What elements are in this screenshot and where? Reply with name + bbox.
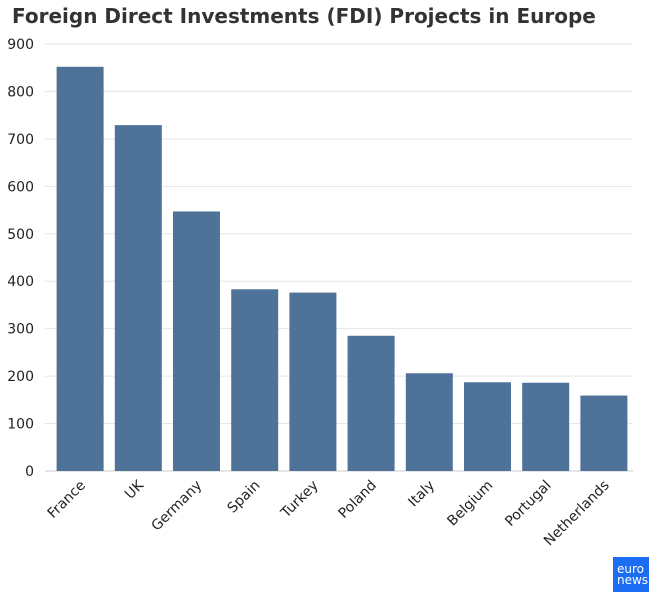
- x-axis-ticks: France UK Germany Spain Turkey Poland Italy Bel…: [45, 477, 613, 549]
- x-tick-label: Belgium: [444, 478, 496, 530]
- chart-title: Foreign Direct Investments (FDI) Project…: [12, 4, 596, 28]
- y-axis-ticks: 0 100 200 300 400 500 600 700 800 900: [7, 37, 34, 480]
- bars: [56, 66, 628, 472]
- bar-uk[interactable]: [114, 125, 162, 471]
- x-tick-label: Italy: [405, 478, 438, 511]
- y-tick-label: 100: [7, 417, 34, 433]
- bar-france[interactable]: [56, 66, 104, 472]
- bar-spain[interactable]: [231, 289, 279, 471]
- x-tick-label: France: [45, 478, 89, 522]
- y-tick-label: 300: [7, 322, 34, 338]
- bar-portugal[interactable]: [522, 382, 570, 471]
- logo-text-news: news.: [617, 573, 652, 587]
- x-tick-label: Poland: [336, 478, 380, 522]
- bar-belgium[interactable]: [464, 382, 511, 471]
- y-tick-label: 900: [7, 37, 34, 53]
- x-tick-label: Spain: [225, 478, 264, 517]
- bar-italy[interactable]: [405, 373, 453, 471]
- x-tick-label: Turkey: [277, 478, 321, 522]
- bar-germany[interactable]: [173, 211, 220, 471]
- x-tick-label: Portugal: [502, 478, 554, 530]
- y-tick-label: 400: [7, 274, 34, 290]
- x-tick-label: Germany: [149, 478, 206, 535]
- logo-text-euro: euro: [617, 562, 644, 576]
- y-tick-label: 0: [25, 464, 34, 480]
- bar-netherlands[interactable]: [580, 395, 628, 471]
- y-tick-label: 200: [7, 369, 34, 385]
- euronews-logo[interactable]: euro news.: [613, 557, 652, 592]
- y-tick-label: 700: [7, 132, 34, 148]
- bar-poland[interactable]: [347, 335, 395, 471]
- y-tick-label: 800: [7, 84, 34, 100]
- y-tick-label: 600: [7, 179, 34, 195]
- y-tick-label: 500: [7, 227, 34, 243]
- bar-turkey[interactable]: [289, 292, 337, 471]
- x-tick-label: UK: [122, 477, 148, 503]
